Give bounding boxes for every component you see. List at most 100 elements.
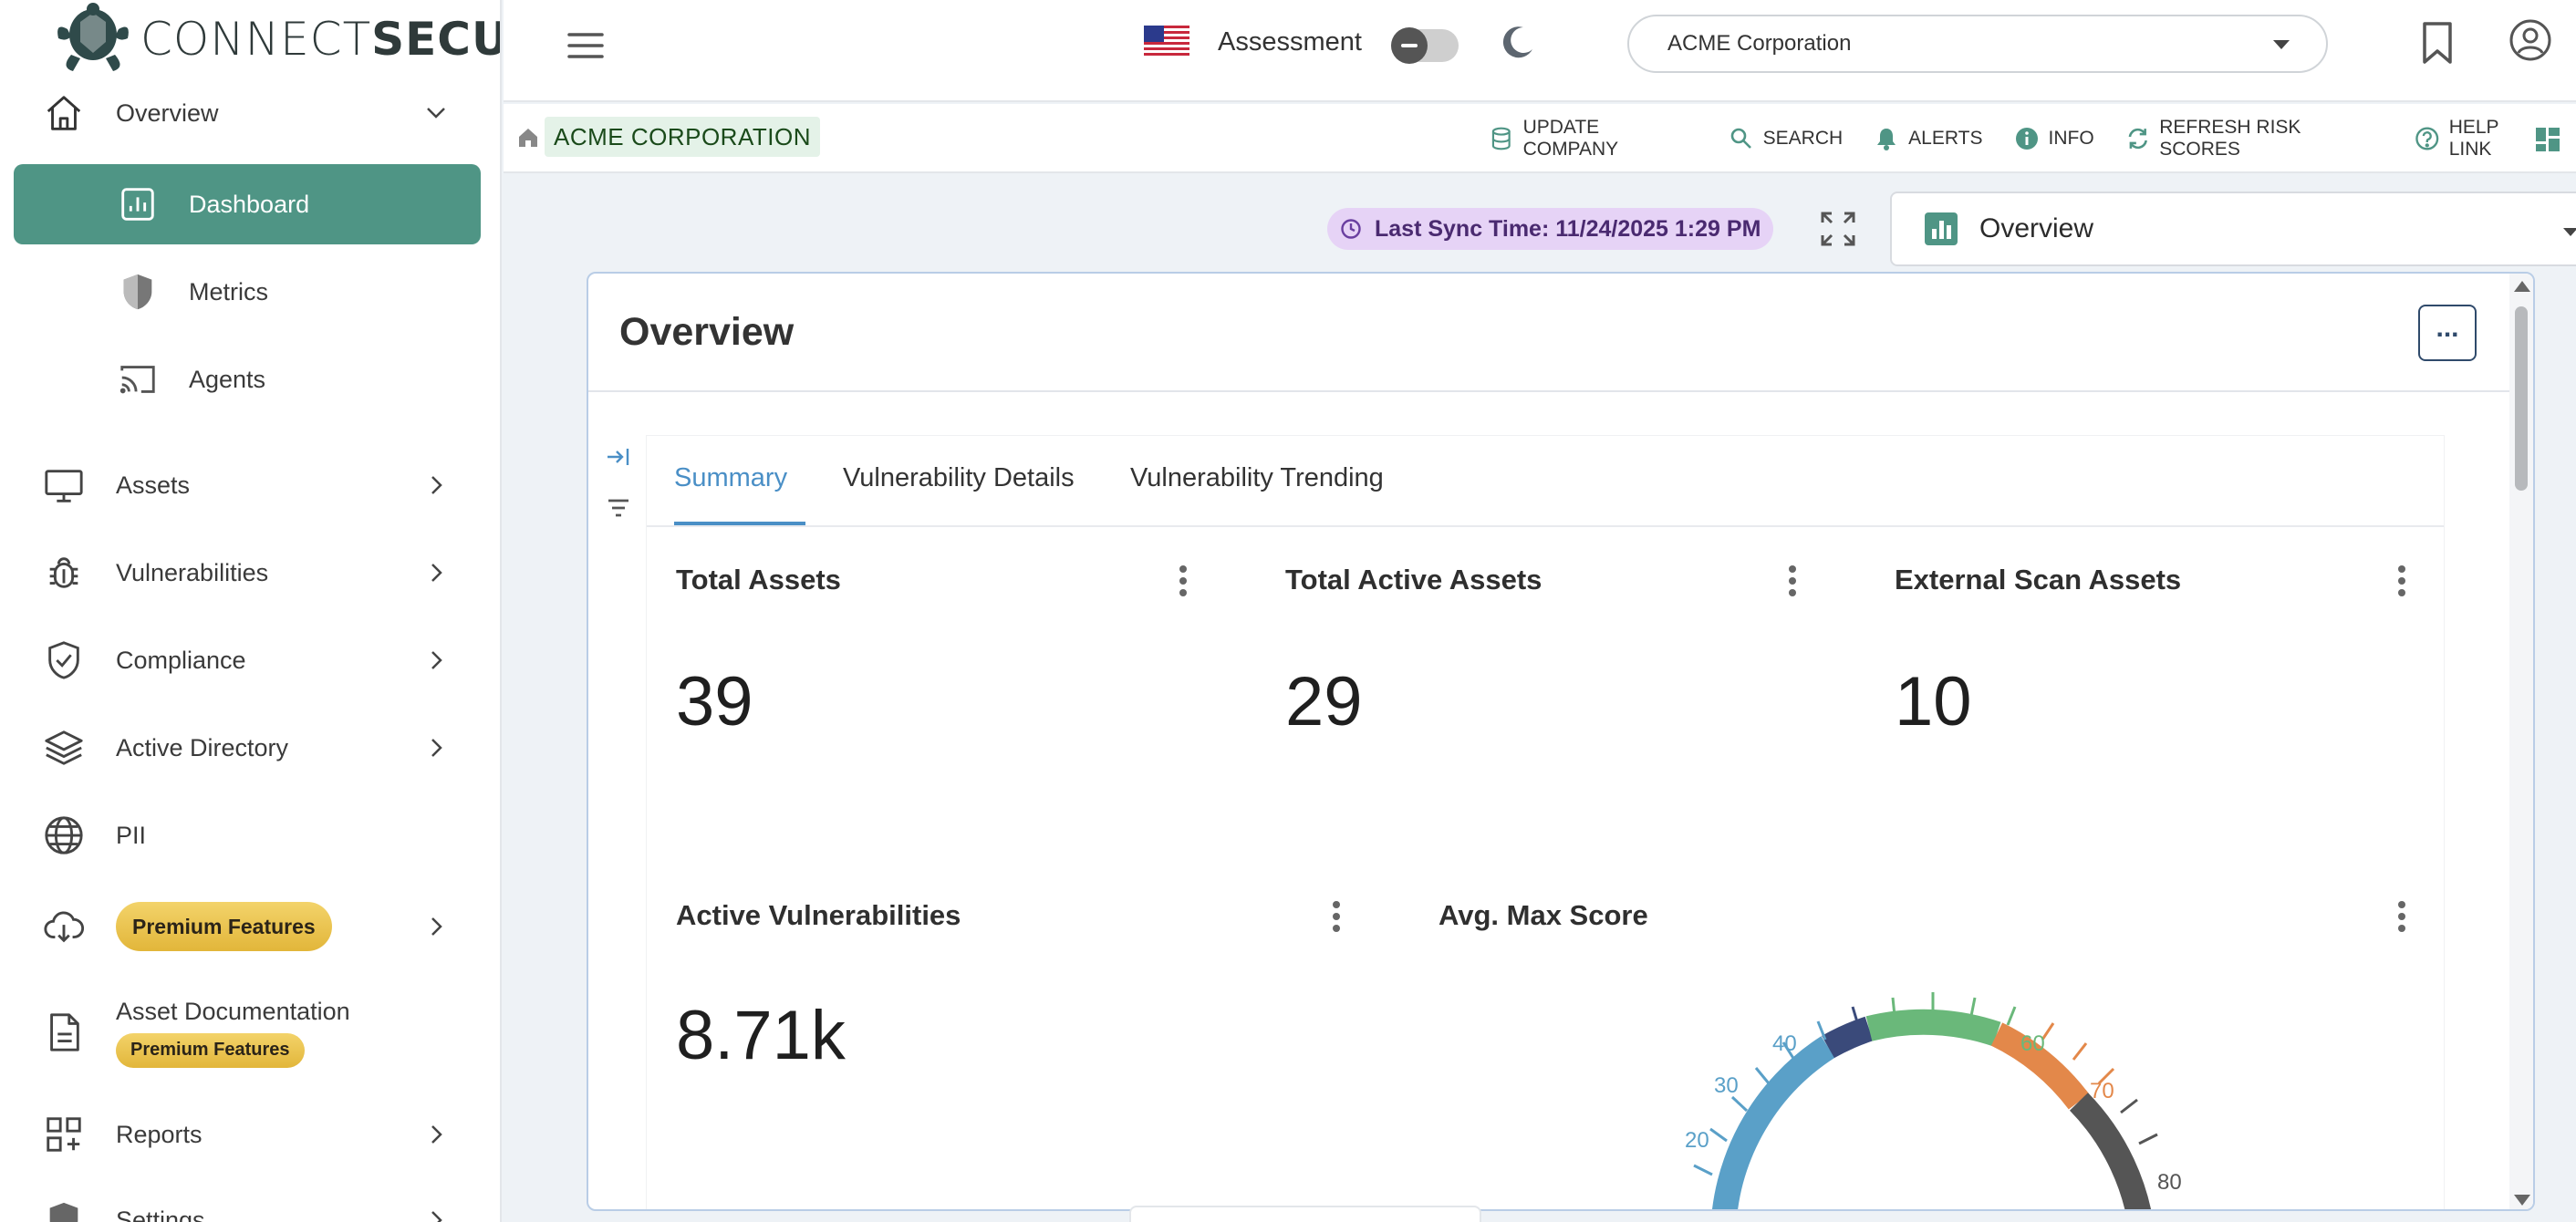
alerts-button[interactable]: ALERTS xyxy=(1874,126,1983,151)
sidebar-label-dashboard: Dashboard xyxy=(189,190,310,218)
card-menu-kebab-icon[interactable] xyxy=(2396,901,2407,934)
chevron-right-icon xyxy=(421,558,451,587)
sidebar-item-premium-features[interactable]: Premium Features xyxy=(0,883,500,970)
card-menu-kebab-icon[interactable] xyxy=(1787,565,1798,598)
more-dots-label: ... xyxy=(2436,313,2459,343)
card-value-total-assets: 39 xyxy=(676,663,753,740)
card-menu-kebab-icon[interactable] xyxy=(2396,565,2407,598)
info-label: INFO xyxy=(2048,128,2094,149)
sidebar-item-reports[interactable]: Reports xyxy=(0,1091,500,1178)
chevron-down-icon xyxy=(421,98,451,128)
dashboard-tabs: Summary Vulnerability Details Vulnerabil… xyxy=(647,436,2444,527)
connectsecure-logo[interactable]: CONNECTSECURE xyxy=(51,0,500,78)
sidebar-item-overview[interactable]: Overview xyxy=(0,69,500,157)
search-button[interactable]: SEARCH xyxy=(1729,126,1843,151)
sidebar-item-compliance[interactable]: Compliance xyxy=(0,616,500,704)
chevron-right-icon xyxy=(421,1206,451,1222)
top-header: Assessment ACME Corporation xyxy=(504,0,2576,102)
chevron-right-icon xyxy=(421,1120,451,1149)
sidebar-label-pii: PII xyxy=(116,821,147,849)
sidebar-label-metrics: Metrics xyxy=(189,277,268,306)
toggle-knob xyxy=(1391,27,1428,64)
card-title-active-vulnerabilities: Active Vulnerabilities xyxy=(676,899,961,931)
card-menu-kebab-icon[interactable] xyxy=(1178,565,1189,598)
hamburger-menu-icon[interactable] xyxy=(566,27,606,64)
dark-mode-moon-icon[interactable] xyxy=(1498,22,1538,62)
panel-more-button[interactable]: ... xyxy=(2418,305,2477,361)
home-icon xyxy=(42,91,86,135)
bug-icon xyxy=(42,551,86,595)
breadcrumb-home-icon[interactable] xyxy=(516,126,540,150)
card-title-avg-max-score: Avg. Max Score xyxy=(1439,899,1648,931)
panel-scrollbar[interactable] xyxy=(2509,274,2533,1209)
card-value-total-active-assets: 29 xyxy=(1285,663,1363,740)
info-button[interactable]: INFO xyxy=(2014,126,2094,151)
bottom-drawer-handle[interactable] xyxy=(1129,1206,1481,1222)
monitor-icon xyxy=(42,463,86,507)
caret-down-icon xyxy=(2563,228,2576,236)
premium-features-small-badge: Premium Features xyxy=(116,1032,305,1068)
layers-icon xyxy=(42,726,86,770)
cast-icon xyxy=(116,357,160,401)
company-chip[interactable]: ACME CORPORATION xyxy=(545,117,820,157)
gauge-tick-label: 80 xyxy=(2157,1170,2182,1195)
company-select[interactable]: ACME Corporation xyxy=(1627,15,2328,73)
collapse-right-icon[interactable] xyxy=(605,443,632,471)
tab-vulnerability-details[interactable]: Vulnerability Details xyxy=(843,463,1075,492)
sidebar-item-asset-documentation[interactable]: Asset Documentation Premium Features xyxy=(0,989,500,1076)
last-sync-text: Last Sync Time: 11/24/2025 1:29 PM xyxy=(1375,215,1761,242)
dashboard-grid-icon[interactable] xyxy=(2534,126,2561,153)
premium-features-badge: Premium Features xyxy=(116,902,332,951)
card-menu-kebab-icon[interactable] xyxy=(1331,901,1342,934)
sidebar-label-overview: Overview xyxy=(116,98,219,127)
company-select-value: ACME Corporation xyxy=(1667,31,1852,56)
fullscreen-expand-icon[interactable] xyxy=(1819,210,1857,248)
gauge-tick-label: 60 xyxy=(2020,1031,2045,1056)
refresh-risk-scores-label: REFRESH RISK SCORES xyxy=(2159,117,2301,160)
turtle-logo-icon xyxy=(57,3,129,71)
help-icon xyxy=(2415,127,2439,150)
dashboard-view-value: Overview xyxy=(1979,213,2094,243)
refresh-icon xyxy=(2128,128,2147,150)
tab-vulnerability-trending[interactable]: Vulnerability Trending xyxy=(1130,463,1384,492)
sidebar-item-settings[interactable]: Settings xyxy=(0,1176,500,1222)
subbar-actions: UPDATE COMPANY SEARCH ALERTS INFO REFRES… xyxy=(1489,104,2576,173)
sidebar-item-metrics[interactable]: Metrics xyxy=(14,252,481,332)
gauge-tick-label: 50 xyxy=(1920,1011,1945,1036)
sidebar-label-reports: Reports xyxy=(116,1120,203,1148)
grid-plus-icon xyxy=(42,1113,86,1156)
scroll-up-arrow-icon[interactable] xyxy=(2514,281,2530,292)
sidebar-item-vulnerabilities[interactable]: Vulnerabilities xyxy=(0,529,500,616)
panel-title: Overview xyxy=(619,310,795,354)
user-account-icon[interactable] xyxy=(2508,18,2552,62)
sidebar-item-dashboard[interactable]: Dashboard xyxy=(14,164,481,244)
scroll-thumb[interactable] xyxy=(2515,306,2528,491)
refresh-risk-scores-button[interactable]: REFRESH RISK SCORES xyxy=(2125,117,2384,161)
sidebar-item-agents[interactable]: Agents xyxy=(14,339,481,419)
bookmark-icon[interactable] xyxy=(2417,20,2457,66)
logo-text-bold: SECURE xyxy=(371,13,500,66)
dashboard-view-select[interactable]: Overview xyxy=(1890,192,2576,266)
gauge-tick-label: 20 xyxy=(1685,1128,1709,1153)
help-link-button[interactable]: HELP LINK xyxy=(2415,117,2545,161)
scroll-down-arrow-icon[interactable] xyxy=(2514,1195,2530,1206)
update-company-button[interactable]: UPDATE COMPANY xyxy=(1489,117,1698,161)
us-flag-icon[interactable] xyxy=(1144,26,1189,58)
sidebar-item-active-directory[interactable]: Active Directory xyxy=(0,704,500,792)
sidebar-item-pii[interactable]: PII xyxy=(0,792,500,879)
shield-metrics-icon xyxy=(116,270,160,314)
sidebar-label-assets: Assets xyxy=(116,471,191,499)
panel-divider xyxy=(588,390,2533,392)
info-icon xyxy=(2015,128,2038,150)
chevron-right-icon xyxy=(421,733,451,762)
card-value-external-scan-assets: 10 xyxy=(1895,663,1972,740)
chevron-right-icon xyxy=(421,646,451,675)
assessment-toggle[interactable] xyxy=(1391,27,1459,64)
sidebar-label-vulnerabilities: Vulnerabilities xyxy=(116,558,269,586)
card-value-active-vulnerabilities: 8.71k xyxy=(676,997,846,1074)
filter-icon[interactable] xyxy=(605,494,632,522)
tab-summary[interactable]: Summary xyxy=(674,463,805,525)
sidebar-item-assets[interactable]: Assets xyxy=(0,441,500,529)
bar-chart-icon xyxy=(1925,212,1958,245)
alerts-label: ALERTS xyxy=(1908,128,1983,149)
